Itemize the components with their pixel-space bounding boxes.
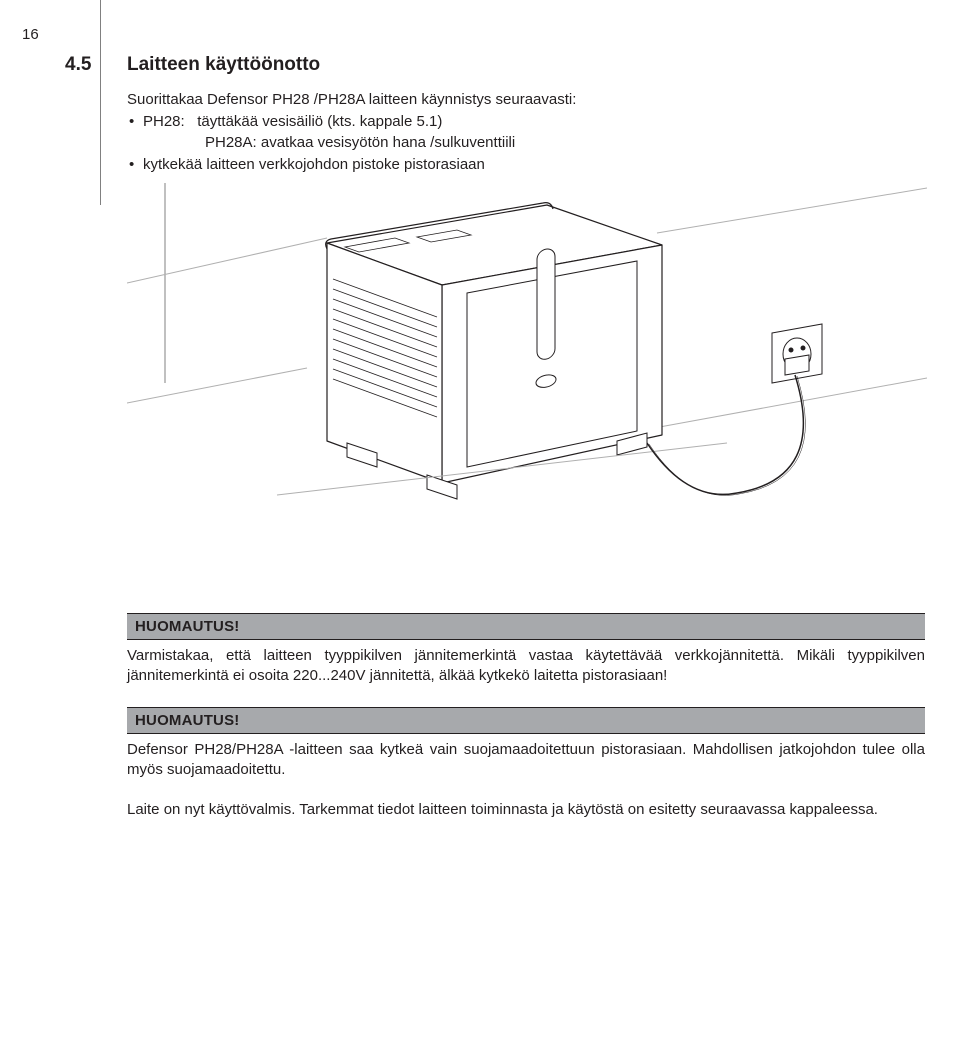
section-number: 4.5 bbox=[65, 54, 127, 76]
intro-block: Suorittakaa Defensor PH28 /PH28A laittee… bbox=[127, 90, 925, 175]
bullet-text: täyttäkää vesisäiliö (kts. kappale 5.1) bbox=[197, 113, 442, 130]
bullet-list: PH28: täyttäkää vesisäiliö (kts. kappale… bbox=[127, 112, 925, 175]
intro-text: Suorittakaa Defensor PH28 /PH28A laittee… bbox=[127, 90, 925, 110]
notice-body: Varmistakaa, että laitteen tyyppikilven … bbox=[127, 646, 925, 687]
section-title: Laitteen käyttöönotto bbox=[127, 54, 320, 76]
device-diagram bbox=[127, 183, 927, 593]
section-heading: 4.5 Laitteen käyttöönotto bbox=[65, 54, 925, 76]
bullet-item: PH28: täyttäkää vesisäiliö (kts. kappale… bbox=[127, 112, 925, 153]
bullet-sub: PH28A: avatkaa vesisyötön hana /sulkuven… bbox=[143, 133, 925, 153]
bullet-text: kytkekää laitteen verkkojohdon pistoke p… bbox=[143, 156, 485, 173]
content-area: 4.5 Laitteen käyttöönotto Suorittakaa De… bbox=[65, 54, 925, 820]
bullet-item: kytkekää laitteen verkkojohdon pistoke p… bbox=[127, 155, 925, 175]
notice-header: HUOMAUTUS! bbox=[127, 707, 925, 734]
notice-header: HUOMAUTUS! bbox=[127, 613, 925, 640]
bullet-label: PH28: bbox=[143, 113, 185, 130]
bullet-label: PH28A: bbox=[205, 134, 257, 151]
bullet-text: avatkaa vesisyötön hana /sulkuventtiili bbox=[261, 134, 515, 151]
page-number: 16 bbox=[22, 26, 39, 43]
closing-paragraph: Laite on nyt käyttövalmis. Tarkemmat tie… bbox=[127, 800, 925, 820]
notice-body: Defensor PH28/PH28A -laitteen saa kytkeä… bbox=[127, 740, 925, 781]
